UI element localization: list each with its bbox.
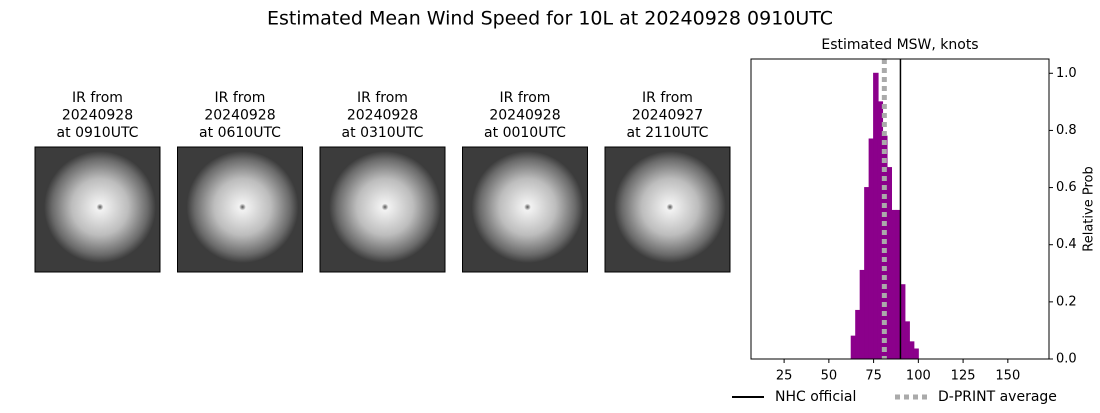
panel-title: IR from xyxy=(642,90,693,106)
panel-title: IR from xyxy=(500,90,551,106)
y-axis-label: Relative Prob xyxy=(1082,166,1097,251)
x-tick-label: 125 xyxy=(951,369,976,384)
ir-image-cloud xyxy=(613,150,727,264)
bar xyxy=(850,335,857,360)
panel-title: IR from xyxy=(215,90,266,106)
chart-title: Estimated MSW, knots xyxy=(821,37,978,53)
bar xyxy=(886,167,892,360)
panel-title: at 2110UTC xyxy=(627,125,709,141)
panel-title: 20240928 xyxy=(489,108,560,124)
x-tick-label: 75 xyxy=(865,369,882,384)
bar xyxy=(873,72,879,360)
bar xyxy=(913,348,919,360)
ir-image-frame xyxy=(177,146,303,273)
panel-title: 20240927 xyxy=(632,108,703,124)
bar xyxy=(859,269,866,360)
legend-label: D-PRINT average xyxy=(938,389,1057,405)
bar xyxy=(868,138,875,360)
panel-title: 20240928 xyxy=(62,108,133,124)
y-tick-label: 0.4 xyxy=(1056,237,1077,252)
y-tick-label: 0.2 xyxy=(1056,294,1077,309)
ir-image-cloud xyxy=(43,150,157,264)
y-tick-label: 0.8 xyxy=(1056,123,1077,138)
panel-title: at 0010UTC xyxy=(484,125,566,141)
y-tick-label: 0.6 xyxy=(1056,180,1077,195)
panel-title: at 0910UTC xyxy=(57,125,139,141)
legend-label: NHC official xyxy=(775,389,856,405)
panel-title: 20240928 xyxy=(347,108,418,124)
panel-title: at 0310UTC xyxy=(342,125,424,141)
x-tick-label: 25 xyxy=(776,369,793,384)
plot-frame xyxy=(750,58,1050,360)
bar xyxy=(890,209,897,360)
bar xyxy=(904,321,910,360)
ir-image-frame xyxy=(462,146,588,273)
y-tick-label: 0.0 xyxy=(1056,352,1077,367)
y-tick-label: 1.0 xyxy=(1056,66,1077,81)
panel-title: 20240928 xyxy=(204,108,275,124)
bar xyxy=(864,187,870,360)
bar xyxy=(908,341,915,360)
x-tick-label: 100 xyxy=(906,369,931,384)
ir-image-cloud xyxy=(328,150,442,264)
panel-title: IR from xyxy=(357,90,408,106)
panel-title: at 0610UTC xyxy=(199,125,281,141)
x-tick-label: 50 xyxy=(821,369,838,384)
ir-image-cloud xyxy=(186,150,299,264)
figure-title: Estimated Mean Wind Speed for 10L at 202… xyxy=(267,8,833,30)
ir-image-frame xyxy=(34,146,161,273)
ir-image-cloud xyxy=(471,150,584,264)
ir-image-frame xyxy=(319,146,446,273)
ir-image-frame xyxy=(604,146,731,273)
bar xyxy=(855,309,861,360)
x-tick-label: 150 xyxy=(995,369,1020,384)
panel-title: IR from xyxy=(72,90,123,106)
